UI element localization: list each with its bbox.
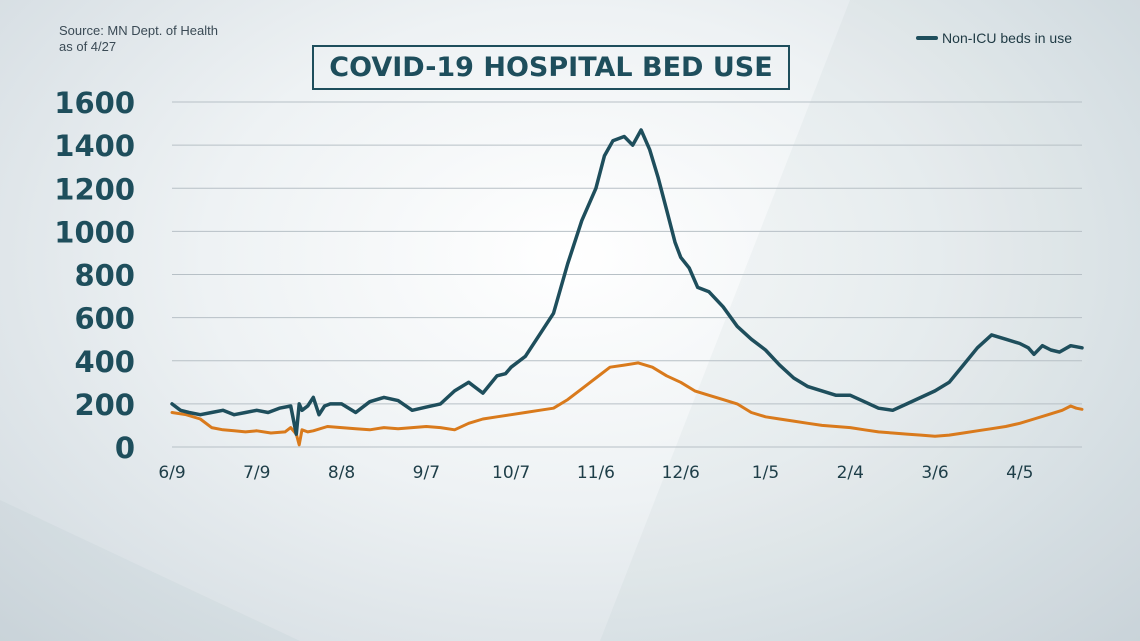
y-tick-label: 600 [74, 302, 135, 336]
y-tick-label: 800 [74, 259, 135, 293]
y-tick-label: 200 [74, 388, 135, 422]
chart-title: COVID-19 HOSPITAL BED USE [312, 45, 790, 90]
y-tick-label: 1000 [54, 215, 135, 249]
series-line-icu [170, 361, 1084, 447]
x-tick-label: 2/4 [837, 463, 864, 483]
source-line-1: Source: MN Dept. of Health [59, 23, 218, 38]
legend: Non-ICU beds in use [916, 30, 1072, 46]
y-tick-label: 1200 [54, 172, 135, 206]
legend-swatch-non-icu [916, 36, 939, 40]
x-tick-label: 9/7 [413, 463, 440, 483]
y-tick-label: 0 [115, 431, 135, 465]
source-note: Source: MN Dept. of Health as of 4/27 [59, 23, 218, 55]
x-tick-label: 6/9 [158, 463, 185, 483]
x-tick-label: 4/5 [1006, 463, 1033, 483]
x-tick-label: 1/5 [752, 463, 779, 483]
x-tick-label: 10/7 [492, 463, 530, 483]
x-tick-label: 12/6 [662, 463, 700, 483]
source-line-2: as of 4/27 [59, 39, 117, 54]
x-tick-label: 3/6 [921, 463, 948, 483]
x-tick-label: 11/6 [577, 463, 615, 483]
y-tick-label: 1400 [54, 129, 135, 163]
legend-label-non-icu: Non-ICU beds in use [942, 30, 1072, 46]
y-tick-label: 1600 [54, 86, 135, 120]
series-line-non-icu [170, 128, 1084, 436]
x-tick-label: 8/8 [328, 463, 355, 483]
x-tick-label: 7/9 [243, 463, 270, 483]
y-tick-label: 400 [74, 345, 135, 379]
